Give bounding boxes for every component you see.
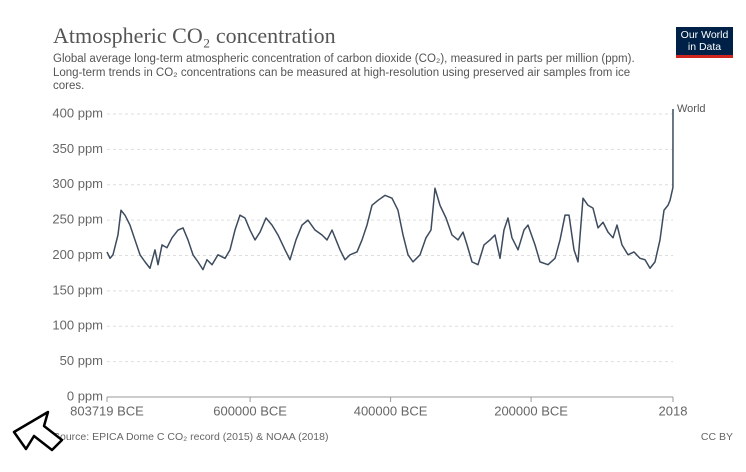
logo-text: in Data: [688, 41, 721, 53]
y-tick-label: 300 ppm: [52, 176, 103, 191]
subtitle: Long-term trends in CO₂ concentrations c…: [53, 67, 630, 79]
subtitle: cores.: [53, 80, 84, 92]
x-tick-label: 200000 BCE: [494, 403, 568, 418]
source: Source: EPICA Dome C CO₂ record (2015) &…: [53, 431, 328, 443]
plot: 0 ppm 50 ppm 100 ppm 150 ppm 200 ppm 250 ppm 3…: [52, 103, 705, 418]
y-tick-label: 400 ppm: [52, 105, 103, 120]
y-tick-label: 0 ppm: [67, 388, 103, 403]
y-tick-label: 250 ppm: [52, 212, 103, 227]
y-tick-label: 150 ppm: [52, 282, 103, 297]
x-tick-label: 600000 BCE: [213, 403, 287, 418]
y-tick-label: 200 ppm: [52, 247, 103, 262]
series-label: World: [677, 103, 706, 115]
chart-title: Atmospheric CO₂ concentration: [53, 23, 336, 48]
y-tick-label: 350 ppm: [52, 141, 103, 156]
subtitle: Global average long-term atmospheric con…: [53, 53, 635, 65]
cursor: [12, 410, 64, 452]
logo-text: Our World: [681, 29, 729, 41]
logo-bar: [676, 55, 733, 58]
logo[interactable]: Our World in Data: [676, 27, 733, 58]
logo-box: [676, 27, 733, 55]
y-tick-label: 50 ppm: [60, 353, 103, 368]
x-tick-label: 2018: [659, 403, 688, 418]
x-tick-label: 400000 BCE: [354, 403, 428, 418]
license: CC BY: [701, 431, 733, 443]
line: [106, 109, 674, 271]
x-tick-label: 803719 BCE: [70, 403, 144, 418]
y-tick-label: 100 ppm: [52, 318, 103, 333]
